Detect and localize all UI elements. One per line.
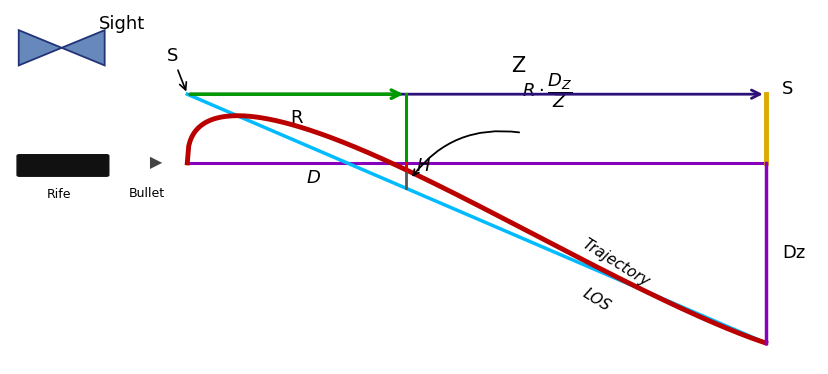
Text: Rife: Rife — [47, 188, 71, 201]
Text: D: D — [306, 169, 320, 187]
Text: Z: Z — [510, 56, 524, 76]
Text: $R \cdot \dfrac{D_Z}{Z}$: $R \cdot \dfrac{D_Z}{Z}$ — [521, 72, 571, 110]
Text: H: H — [416, 157, 429, 175]
Text: Sight: Sight — [99, 15, 145, 33]
Text: S: S — [782, 80, 792, 98]
Text: Dz: Dz — [782, 244, 805, 262]
FancyBboxPatch shape — [17, 155, 108, 176]
Text: Bullet: Bullet — [128, 187, 165, 200]
Text: R: R — [290, 109, 303, 127]
Text: S: S — [166, 47, 186, 90]
Polygon shape — [61, 30, 104, 65]
Text: LOS: LOS — [579, 286, 612, 315]
Polygon shape — [19, 30, 61, 65]
Text: Trajectory: Trajectory — [579, 236, 652, 290]
